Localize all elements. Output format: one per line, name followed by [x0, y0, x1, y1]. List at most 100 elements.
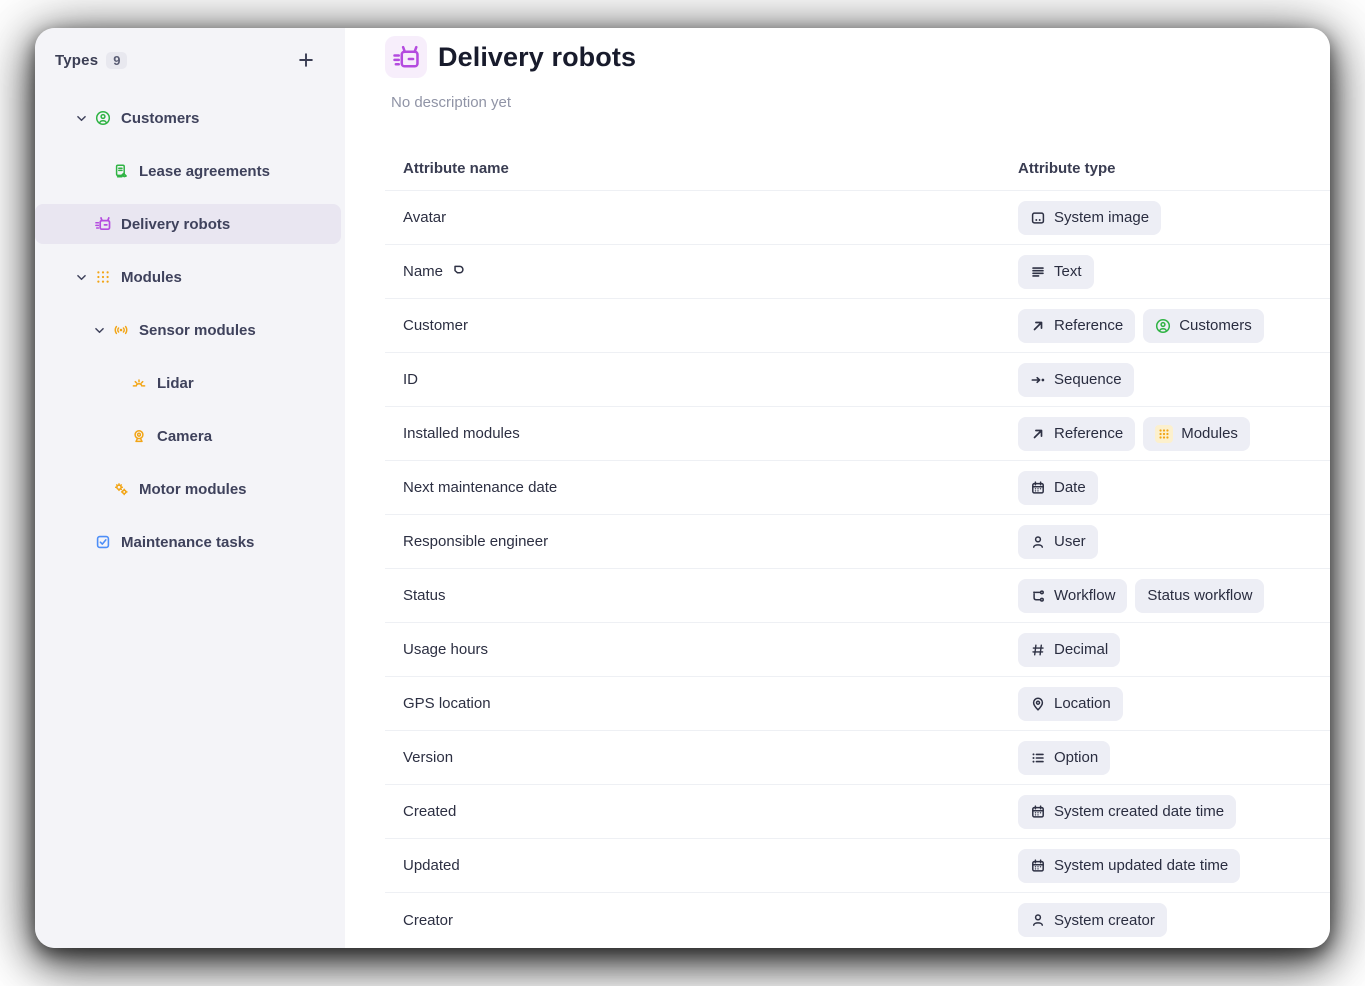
page-header: Delivery robots: [385, 36, 1330, 78]
attribute-row-name[interactable]: Name Text: [385, 245, 1330, 299]
type-description-placeholder[interactable]: No description yet: [391, 94, 512, 111]
attribute-type-cell: Sequence: [1018, 362, 1330, 397]
name-tag-icon: [451, 262, 466, 281]
calendar-icon: [1030, 480, 1046, 496]
type-badge-label: System creator: [1054, 911, 1155, 929]
type-badge-user[interactable]: User: [1018, 524, 1098, 559]
attribute-name: Created: [403, 803, 457, 820]
attribute-name: GPS location: [403, 695, 491, 712]
attribute-row-installed-modules[interactable]: Installed modules Reference Modules: [385, 407, 1330, 461]
type-badge-label: Location: [1054, 695, 1111, 712]
type-badge-reference[interactable]: Reference: [1018, 308, 1136, 343]
add-type-button[interactable]: [295, 49, 317, 71]
lidar-icon: [131, 375, 147, 391]
sidebar: Types 9 Customers Lease agreements Deliver…: [35, 28, 345, 948]
type-badge-modules[interactable]: Modules: [1143, 416, 1250, 451]
type-badge-label: System image: [1054, 209, 1150, 226]
attribute-name: Status: [403, 587, 446, 604]
robot-icon: [95, 216, 111, 232]
type-badge-workflow[interactable]: Workflow: [1018, 578, 1128, 613]
chevron-down-icon[interactable]: [73, 271, 89, 284]
sidebar-item-delivery-robots[interactable]: Delivery robots: [35, 204, 341, 244]
attribute-row-status[interactable]: Status Workflow Status workflow: [385, 569, 1330, 623]
sidebar-item-lidar[interactable]: Lidar: [35, 363, 341, 403]
type-badge-system-updated-date-time[interactable]: System updated date time: [1018, 848, 1241, 883]
attribute-type-cell: Text: [1018, 254, 1330, 289]
camera-icon: [131, 428, 147, 444]
checkbox-icon: [95, 534, 111, 550]
attribute-type-cell: User: [1018, 524, 1330, 559]
type-badge-system-created-date-time[interactable]: System created date time: [1018, 794, 1237, 829]
attribute-name: Customer: [403, 317, 469, 334]
attributes-table: Attribute name Attribute type Avatar Syst…: [385, 147, 1330, 948]
page-title: Delivery robots: [438, 41, 637, 72]
reference-arrow-icon: [1030, 426, 1046, 442]
attribute-name: Avatar: [403, 209, 447, 226]
sidebar-item-modules[interactable]: Modules: [35, 257, 341, 297]
main-panel: Delivery robots No description yet Attri…: [345, 28, 1330, 948]
type-badge-date[interactable]: Date: [1018, 470, 1098, 505]
type-badge-sequence[interactable]: Sequence: [1018, 362, 1134, 397]
attribute-name-cell: ID: [403, 371, 1018, 388]
type-badge-decimal[interactable]: Decimal: [1018, 632, 1121, 667]
person-icon: [1030, 534, 1046, 550]
robot-icon: [385, 36, 427, 78]
sidebar-item-customers[interactable]: Customers: [35, 98, 341, 138]
sidebar-item-label: Lease agreements: [139, 162, 270, 180]
attribute-type-cell: Reference Customers: [1018, 308, 1330, 343]
attributes-table-body: Avatar System image Name Text Customer Refere…: [385, 191, 1330, 947]
column-header-attribute-name: Attribute name: [403, 160, 509, 177]
attribute-row-created[interactable]: Created System created date time: [385, 785, 1330, 839]
image-icon: [1030, 210, 1046, 226]
type-badge-option[interactable]: Option: [1018, 740, 1111, 775]
attribute-type-cell: Option: [1018, 740, 1330, 775]
attribute-row-customer[interactable]: Customer Reference Customers: [385, 299, 1330, 353]
attribute-name-cell: Next maintenance date: [403, 479, 1018, 496]
type-badge-system-creator[interactable]: System creator: [1018, 903, 1167, 937]
attribute-row-avatar[interactable]: Avatar System image: [385, 191, 1330, 245]
type-badge-customers[interactable]: Customers: [1143, 308, 1264, 343]
attribute-type-cell: System creator: [1018, 903, 1330, 937]
type-badge-reference[interactable]: Reference: [1018, 416, 1136, 451]
attribute-row-next-maintenance-date[interactable]: Next maintenance date Date: [385, 461, 1330, 515]
attribute-type-cell: System updated date time: [1018, 848, 1330, 883]
sidebar-item-camera[interactable]: Camera: [35, 416, 341, 456]
option-list-icon: [1030, 750, 1046, 766]
chevron-down-icon[interactable]: [91, 324, 107, 337]
attribute-row-updated[interactable]: Updated System updated date time: [385, 839, 1330, 893]
chevron-down-icon[interactable]: [73, 112, 89, 125]
type-badge-status-workflow[interactable]: Status workflow: [1135, 578, 1265, 613]
attribute-name-cell: Version: [403, 749, 1018, 766]
attribute-row-creator[interactable]: Creator System creator: [385, 893, 1330, 947]
type-badge-label: Modules: [1181, 425, 1238, 442]
sidebar-item-label: Sensor modules: [139, 321, 256, 339]
attribute-row-id[interactable]: ID Sequence: [385, 353, 1330, 407]
lease-document-icon: [113, 163, 129, 179]
attribute-row-usage-hours[interactable]: Usage hours Decimal: [385, 623, 1330, 677]
attribute-row-responsible-engineer[interactable]: Responsible engineer User: [385, 515, 1330, 569]
attribute-name: Creator: [403, 911, 454, 929]
attribute-type-cell: Decimal: [1018, 632, 1330, 667]
type-badge-label: Sequence: [1054, 371, 1122, 388]
attribute-name: Usage hours: [403, 641, 489, 658]
sidebar-item-label: Modules: [121, 268, 182, 286]
sidebar-item-label: Delivery robots: [121, 215, 231, 233]
grid-dots-icon: [95, 269, 111, 285]
sidebar-item-motor-modules[interactable]: Motor modules: [35, 469, 341, 509]
type-badge-location[interactable]: Location: [1018, 686, 1123, 721]
attribute-name: Updated: [403, 857, 460, 874]
text-icon: [1030, 264, 1046, 280]
sidebar-item-maintenance-tasks[interactable]: Maintenance tasks: [35, 522, 341, 562]
type-badge-system-image[interactable]: System image: [1018, 200, 1162, 235]
attribute-row-gps-location[interactable]: GPS location Location: [385, 677, 1330, 731]
attribute-name-cell: Name: [403, 262, 1018, 281]
attribute-row-version[interactable]: Version Option: [385, 731, 1330, 785]
attribute-type-cell: Date: [1018, 470, 1330, 505]
type-badge-text[interactable]: Text: [1018, 254, 1094, 289]
attributes-table-header: Attribute name Attribute type: [385, 147, 1330, 191]
sidebar-item-lease-agreements[interactable]: Lease agreements: [35, 151, 341, 191]
hash-icon: [1030, 642, 1046, 658]
column-header-attribute-type: Attribute type: [1018, 160, 1116, 177]
attribute-name-cell: GPS location: [403, 695, 1018, 712]
sidebar-item-sensor-modules[interactable]: Sensor modules: [35, 310, 341, 350]
